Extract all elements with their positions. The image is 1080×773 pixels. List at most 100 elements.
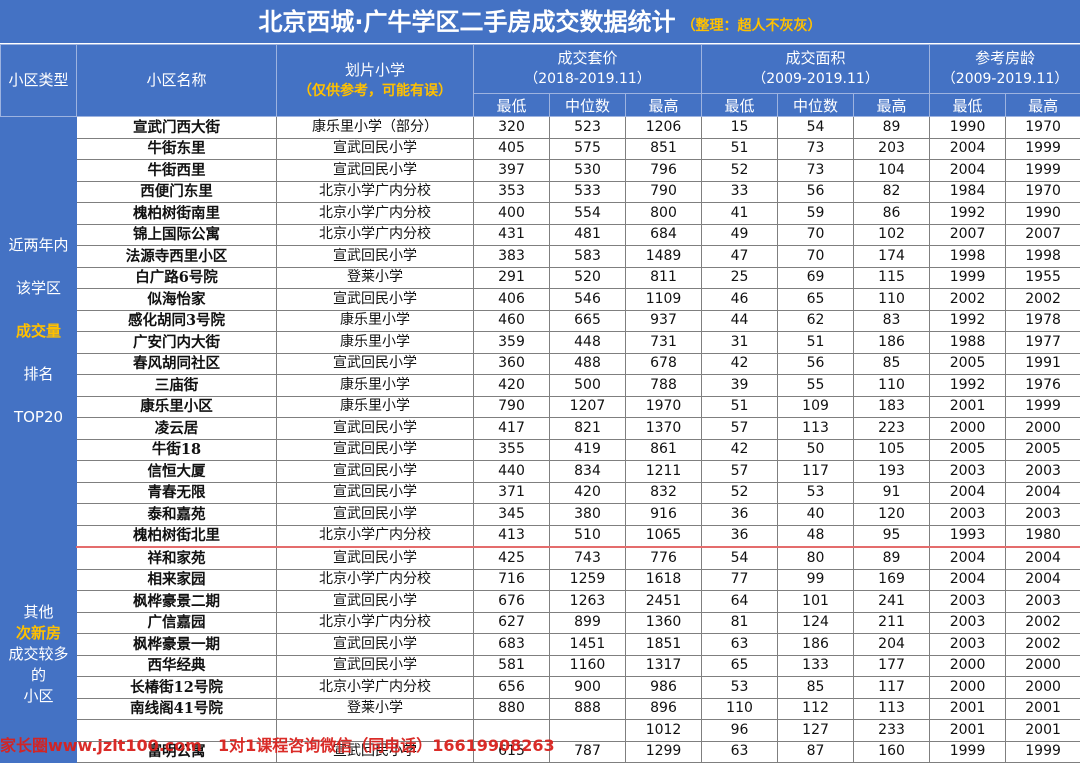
table-row: 广安门内大街 康乐里小学 359 448 731 31 51 186 1988 1977 — [1, 331, 1080, 354]
price-median-cell: 821 — [549, 417, 626, 440]
price-min-cell: 716 — [473, 568, 550, 591]
area-max-cell: 183 — [853, 395, 931, 418]
area-median-cell: 124 — [777, 611, 855, 634]
price-median-cell — [549, 719, 626, 742]
age-min-cell: 2004 — [929, 159, 1007, 182]
age-max-cell: 2004 — [1005, 546, 1080, 570]
table-row: 青春无限 宣武回民小学 371 420 832 52 53 91 2004 2004 — [1, 481, 1080, 504]
group-label-line: 排名 — [23, 365, 54, 384]
price-median-cell: 665 — [549, 309, 626, 332]
price-median-cell: 787 — [549, 740, 626, 763]
age-max-cell: 1976 — [1005, 374, 1080, 397]
price-median-cell: 510 — [549, 524, 626, 548]
school-name-cell: 宣武回民小学 — [276, 417, 474, 440]
title-bar: 北京西城·广牛学区二手房成交数据统计 （整理：超人不灰灰） — [0, 0, 1080, 44]
area-max-cell: 241 — [853, 590, 931, 613]
age-max-cell: 2007 — [1005, 223, 1080, 246]
age-max-cell: 1955 — [1005, 266, 1080, 289]
price-median-cell: 1207 — [549, 395, 626, 418]
price-min-cell: 683 — [473, 633, 550, 656]
area-max-cell: 113 — [853, 697, 931, 720]
age-min-cell: 2003 — [929, 633, 1007, 656]
price-max-cell: 1206 — [624, 116, 703, 139]
community-name-cell: 牛街东里 — [76, 137, 277, 160]
area-min-cell: 36 — [701, 524, 779, 548]
table-row: 长椿街12号院 北京小学广内分校 656 900 986 53 85 117 2000 2000 — [1, 676, 1080, 699]
area-median-cell: 101 — [777, 590, 855, 613]
header-price-label: 成交套价 — [557, 49, 618, 67]
area-median-cell: 117 — [777, 460, 855, 483]
group-label-line: 成交较多 — [8, 645, 69, 664]
table-row: 枫桦豪景一期 宣武回民小学 683 1451 1851 63 186 204 2003 2002 — [1, 633, 1080, 656]
school-name-cell: 宣武回民小学 — [276, 590, 474, 613]
age-max-cell: 1999 — [1005, 159, 1080, 182]
table-row: 广信嘉园 北京小学广内分校 627 899 1360 81 124 211 2003 2002 — [1, 611, 1080, 634]
table-row: 三庙街 康乐里小学 420 500 788 39 55 110 1992 1976 — [1, 374, 1080, 397]
area-min-cell: 42 — [701, 352, 779, 375]
price-min-cell: 615 — [473, 740, 550, 763]
age-max-cell: 1970 — [1005, 116, 1080, 139]
area-max-cell: 82 — [853, 180, 931, 203]
group-label-line: 其他 — [23, 603, 54, 622]
header-price-range: （2018-2019.11） — [524, 71, 651, 87]
community-name-cell: 宣武门西大街 — [76, 116, 277, 139]
price-max-cell: 1109 — [624, 288, 703, 311]
age-max-cell: 2004 — [1005, 481, 1080, 504]
age-min-cell: 1988 — [929, 331, 1007, 354]
price-min-cell: 383 — [473, 245, 550, 268]
price-min-cell: 359 — [473, 331, 550, 354]
area-max-cell: 95 — [853, 524, 931, 548]
area-median-cell: 62 — [777, 309, 855, 332]
school-name-cell: 宣武回民小学 — [276, 245, 474, 268]
table-row: 槐柏树街北里 北京小学广内分校 413 510 1065 36 48 95 1993 1980 — [1, 524, 1080, 548]
school-name-cell: 登莱小学 — [276, 697, 474, 720]
age-min-cell: 1992 — [929, 202, 1007, 225]
group-label-line: 近两年内 — [8, 236, 69, 255]
area-min-cell: 25 — [701, 266, 779, 289]
header-school: 划片小学 （仅供参考，可能有误） — [276, 44, 474, 117]
header-age: 参考房龄 （2009-2019.11） — [929, 44, 1080, 94]
age-min-cell: 1992 — [929, 374, 1007, 397]
school-name-cell: 康乐里小学 — [276, 395, 474, 418]
area-median-cell: 133 — [777, 654, 855, 677]
price-max-cell: 896 — [624, 697, 703, 720]
age-max-cell: 1970 — [1005, 180, 1080, 203]
price-min-cell: 371 — [473, 481, 550, 504]
price-median-cell: 523 — [549, 116, 626, 139]
area-max-cell: 110 — [853, 288, 931, 311]
school-name-cell: 宣武回民小学 — [276, 740, 474, 763]
age-min-cell: 2000 — [929, 654, 1007, 677]
table-row: 其他 次新房 成交较多的小区 祥和家苑 宣武回民小学 425 743 776 54 80 89 200… — [0, 546, 1080, 763]
price-max-cell: 986 — [624, 676, 703, 699]
price-max-cell: 916 — [624, 503, 703, 526]
age-max-cell: 2003 — [1005, 460, 1080, 483]
price-median-cell: 1259 — [549, 568, 626, 591]
table-row: 凌云居 宣武回民小学 417 821 1370 57 113 223 2000 2000 — [1, 417, 1080, 440]
age-max-cell: 2001 — [1005, 697, 1080, 720]
price-min-cell: 355 — [473, 438, 550, 461]
price-min-cell: 880 — [473, 697, 550, 720]
area-median-cell: 113 — [777, 417, 855, 440]
age-min-cell: 2003 — [929, 460, 1007, 483]
community-name-cell: 西华经典 — [76, 654, 277, 677]
school-name-cell: 北京小学广内分校 — [276, 676, 474, 699]
table-row: 似海怡家 宣武回民小学 406 546 1109 46 65 110 2002 2002 — [1, 288, 1080, 311]
age-min-cell: 2003 — [929, 503, 1007, 526]
area-min-cell: 110 — [701, 697, 779, 720]
school-name-cell: 宣武回民小学 — [276, 654, 474, 677]
area-min-cell: 52 — [701, 481, 779, 504]
group-label-line: 小区 — [23, 687, 54, 706]
price-min-cell: 400 — [473, 202, 550, 225]
area-min-cell: 63 — [701, 740, 779, 763]
community-name-cell: 枫桦豪景二期 — [76, 590, 277, 613]
price-max-cell: 1065 — [624, 524, 703, 548]
table-row: 感化胡同3号院 康乐里小学 460 665 937 44 62 83 1992 1978 — [1, 309, 1080, 332]
community-name-cell: 富明公寓 — [76, 740, 277, 763]
area-min-cell: 54 — [701, 546, 779, 570]
area-median-cell: 87 — [777, 740, 855, 763]
price-max-cell: 1970 — [624, 395, 703, 418]
header-price: 成交套价 （2018-2019.11） — [472, 44, 703, 94]
table-row: 西华经典 宣武回民小学 581 1160 1317 65 133 177 2000 2000 — [1, 654, 1080, 677]
age-min-cell: 2004 — [929, 137, 1007, 160]
age-max-cell: 1980 — [1005, 524, 1080, 548]
